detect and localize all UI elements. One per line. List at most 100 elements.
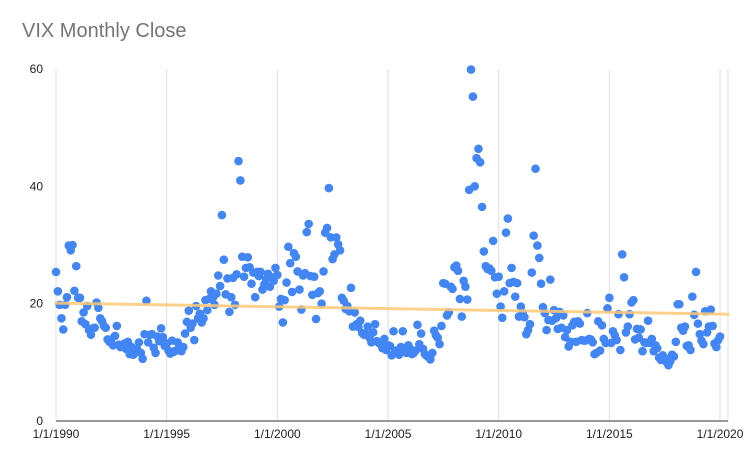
- data-point: [597, 321, 607, 330]
- data-point: [669, 352, 679, 361]
- data-point: [529, 231, 538, 240]
- data-point: [317, 299, 326, 308]
- data-point: [671, 337, 681, 347]
- data-point: [433, 333, 443, 342]
- data-point: [86, 330, 96, 340]
- data-point: [311, 314, 321, 324]
- data-point: [243, 253, 253, 262]
- data-point: [302, 227, 312, 237]
- data-point: [213, 271, 223, 280]
- data-point: [525, 319, 535, 329]
- data-point: [551, 314, 561, 323]
- data-point: [236, 176, 245, 185]
- data-point: [643, 316, 653, 325]
- data-point: [142, 296, 151, 306]
- data-point: [178, 342, 188, 352]
- data-point: [324, 183, 334, 193]
- data-point: [612, 335, 621, 345]
- data-point: [239, 272, 249, 281]
- data-point: [70, 286, 79, 296]
- data-point: [507, 263, 516, 273]
- data-point: [346, 283, 356, 293]
- data-point: [280, 295, 289, 305]
- y-tick-label: 60: [30, 62, 44, 76]
- data-point: [712, 342, 721, 352]
- y-axis: 0 20 40 60: [30, 62, 44, 428]
- data-point: [143, 338, 153, 347]
- data-point: [691, 267, 701, 277]
- data-point: [629, 295, 638, 305]
- data-point: [184, 306, 194, 316]
- data-point: [499, 287, 509, 296]
- data-point: [466, 65, 476, 74]
- x-tick-label: 1/1/2015: [586, 427, 633, 441]
- data-point: [315, 287, 325, 296]
- data-point: [234, 156, 243, 166]
- data-point: [68, 240, 77, 250]
- data-point: [463, 295, 472, 304]
- data-point: [250, 292, 260, 302]
- data-point: [652, 343, 662, 353]
- data-point: [617, 250, 627, 259]
- data-point: [527, 268, 537, 277]
- data-point: [475, 157, 485, 167]
- x-tick-label: 1/1/2000: [254, 427, 301, 441]
- data-point: [291, 252, 301, 262]
- x-tick-label: 1/1/1990: [33, 427, 80, 441]
- data-point: [319, 267, 328, 276]
- data-point: [638, 346, 647, 356]
- data-point: [595, 346, 605, 355]
- data-point: [380, 334, 389, 344]
- data-point: [542, 325, 551, 335]
- data-point: [62, 292, 72, 302]
- data-point: [335, 245, 345, 255]
- data-point: [156, 324, 166, 333]
- data-point: [355, 316, 365, 325]
- data-point: [619, 272, 629, 282]
- data-point: [435, 339, 444, 349]
- data-point: [90, 323, 99, 333]
- trendline: [54, 301, 730, 316]
- data-point: [138, 354, 147, 364]
- data-point: [487, 266, 496, 276]
- data-point: [370, 319, 380, 329]
- data-point: [284, 242, 293, 252]
- data-point: [616, 345, 625, 355]
- data-point: [461, 282, 470, 291]
- data-point: [470, 182, 480, 191]
- data-point: [675, 299, 684, 309]
- data-point: [503, 214, 513, 223]
- data-point: [474, 144, 483, 154]
- data-point: [411, 346, 420, 355]
- data-point: [706, 305, 716, 314]
- data-point: [531, 164, 540, 174]
- data-point: [217, 210, 227, 220]
- data-point: [225, 307, 234, 317]
- vertical-gridlines: [55, 69, 729, 421]
- data-point: [309, 272, 319, 281]
- data-point: [695, 329, 705, 339]
- data-point: [636, 325, 646, 334]
- data-point: [158, 332, 168, 342]
- data-point: [605, 293, 614, 303]
- data-point: [647, 334, 657, 344]
- data-point: [479, 247, 489, 256]
- chart-title: VIX Monthly Close: [22, 20, 187, 42]
- data-point: [494, 272, 504, 281]
- data-point: [368, 328, 378, 337]
- data-point: [57, 314, 66, 323]
- data-point: [448, 284, 457, 294]
- data-point: [110, 331, 120, 341]
- data-point: [219, 255, 229, 264]
- data-point: [212, 289, 221, 298]
- data-point: [680, 322, 690, 331]
- data-point: [623, 322, 633, 331]
- data-point: [536, 279, 546, 289]
- data-point: [79, 308, 88, 317]
- data-point: [53, 287, 63, 296]
- data-point: [545, 275, 555, 284]
- data-point: [501, 228, 511, 237]
- data-point: [416, 329, 426, 338]
- data-point: [202, 305, 212, 315]
- data-point: [51, 267, 61, 277]
